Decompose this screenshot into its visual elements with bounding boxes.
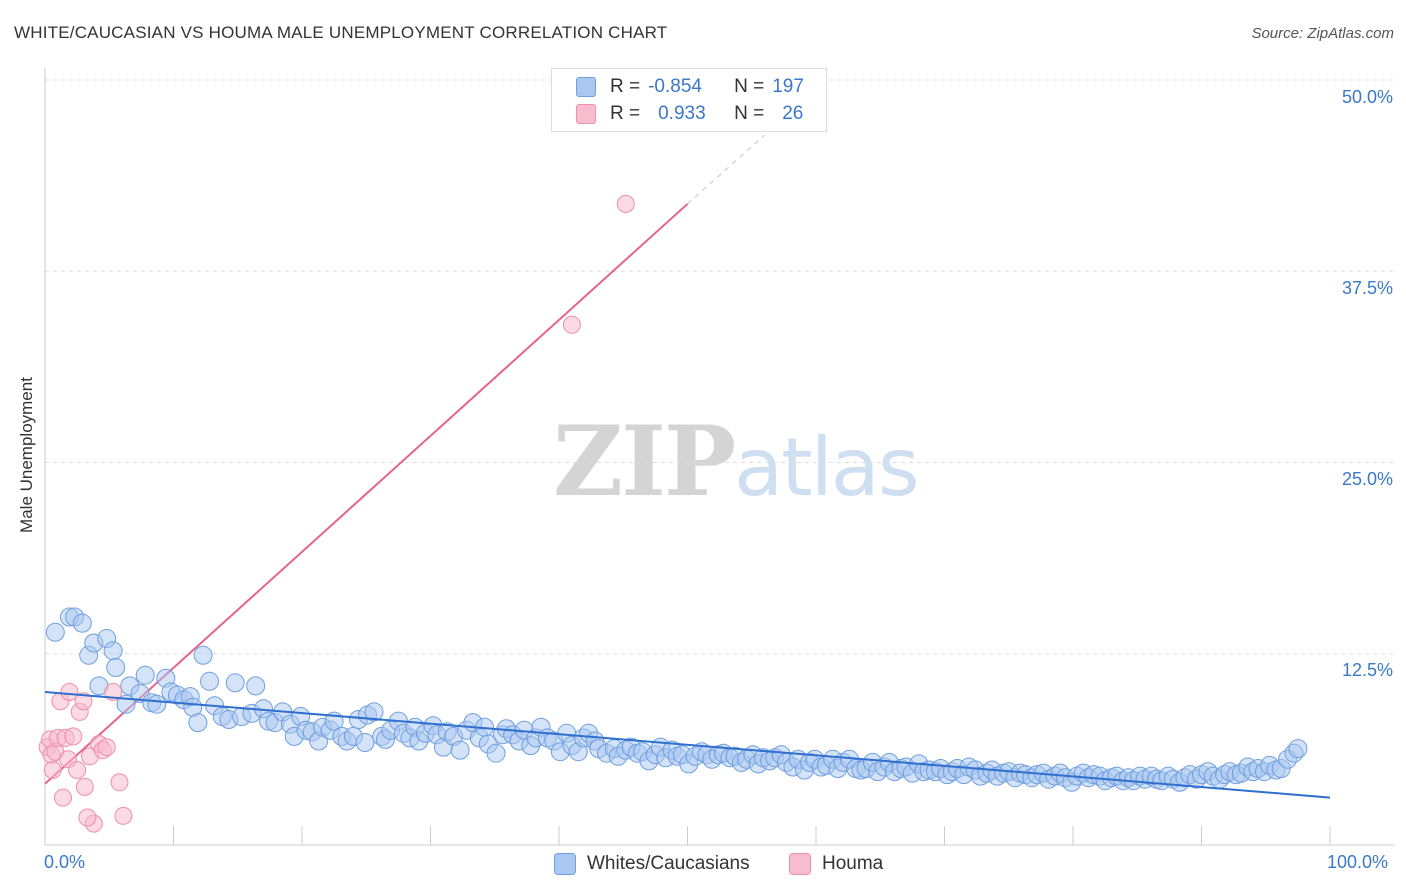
whites-point xyxy=(246,676,266,696)
houma-point xyxy=(114,806,133,825)
x-tick-label-min: 0.0% xyxy=(44,852,86,872)
legend-n-label: N = xyxy=(734,103,765,124)
whites-points xyxy=(45,607,1308,792)
houma-trend-group xyxy=(44,134,765,785)
legend-label-whites: Whites/Caucasians xyxy=(587,853,750,874)
correlation-legend: R = -0.854 N = 197 R = 0.933 N = 26 xyxy=(551,68,827,132)
whites-trend-line xyxy=(44,691,1331,799)
legend-r-label: R = xyxy=(610,103,641,124)
watermark-atlas: atlas xyxy=(734,421,919,514)
whites-trend-group xyxy=(44,691,1331,799)
houma-point xyxy=(60,683,79,701)
whites-point xyxy=(72,613,92,633)
houma-point xyxy=(43,761,62,779)
legend-swatch-whites xyxy=(554,853,576,875)
legend-n-value: 197 xyxy=(772,76,804,97)
houma-point xyxy=(110,773,129,792)
whites-point xyxy=(193,645,213,665)
watermark: ZIPatlas xyxy=(553,405,920,518)
whites-point xyxy=(103,641,123,661)
whites-point xyxy=(225,673,245,693)
houma-point xyxy=(562,315,581,334)
legend-row-houma: R = 0.933 N = 26 xyxy=(576,102,804,126)
houma-point xyxy=(68,761,87,779)
houma-points xyxy=(38,194,635,833)
y-tick-label-37-5: 37.5% xyxy=(1341,278,1393,298)
y-tick-label-25: 25.0% xyxy=(1341,469,1393,489)
chart-title: WHITE/CAUCASIAN VS HOUMA MALE UNEMPLOYME… xyxy=(14,23,668,42)
whites-point xyxy=(106,658,126,677)
legend-n-label: N = xyxy=(734,76,765,97)
whites-point xyxy=(45,622,65,642)
y-tick-label-50: 50.0% xyxy=(1341,87,1393,107)
houma-point xyxy=(64,727,83,746)
whites-point xyxy=(135,665,155,685)
legend-swatch-whites xyxy=(576,77,596,97)
axes xyxy=(44,68,1395,846)
houma-point xyxy=(75,777,94,796)
legend-n-value: 26 xyxy=(782,103,804,124)
houma-point xyxy=(97,738,116,757)
whites-point xyxy=(486,743,506,763)
houma-point xyxy=(78,808,97,827)
houma-trend-line xyxy=(44,203,689,785)
whites-point xyxy=(355,733,375,752)
legend-r-value: 0.933 xyxy=(658,103,706,124)
houma-point xyxy=(616,194,635,213)
legend-item-whites: Whites/Caucasians xyxy=(554,851,750,877)
whites-point xyxy=(200,671,219,691)
x-tick-label-max: 100.0% xyxy=(1327,852,1389,872)
legend-label-houma: Houma xyxy=(822,853,884,874)
legend-item-houma: Houma xyxy=(789,851,883,877)
legend-row-whites: R = -0.854 N = 197 xyxy=(576,75,804,99)
legend-r-value: -0.854 xyxy=(648,76,702,97)
houma-trend-extension xyxy=(687,134,765,205)
whites-point xyxy=(1288,739,1308,759)
whites-point xyxy=(450,740,470,760)
whites-point xyxy=(147,694,167,714)
gridlines xyxy=(45,79,1395,655)
legend-r-label: R = xyxy=(610,76,641,97)
y-tick-label-12-5: 12.5% xyxy=(1341,660,1393,680)
houma-point xyxy=(54,788,72,807)
whites-point xyxy=(364,702,384,722)
whites-point xyxy=(188,713,208,733)
watermark-zip: ZIP xyxy=(553,405,736,518)
legend-swatch-houma xyxy=(789,853,811,875)
legend-swatch-houma xyxy=(576,104,596,124)
source-label: Source: ZipAtlas.com xyxy=(1251,25,1394,42)
houma-point xyxy=(74,692,93,711)
